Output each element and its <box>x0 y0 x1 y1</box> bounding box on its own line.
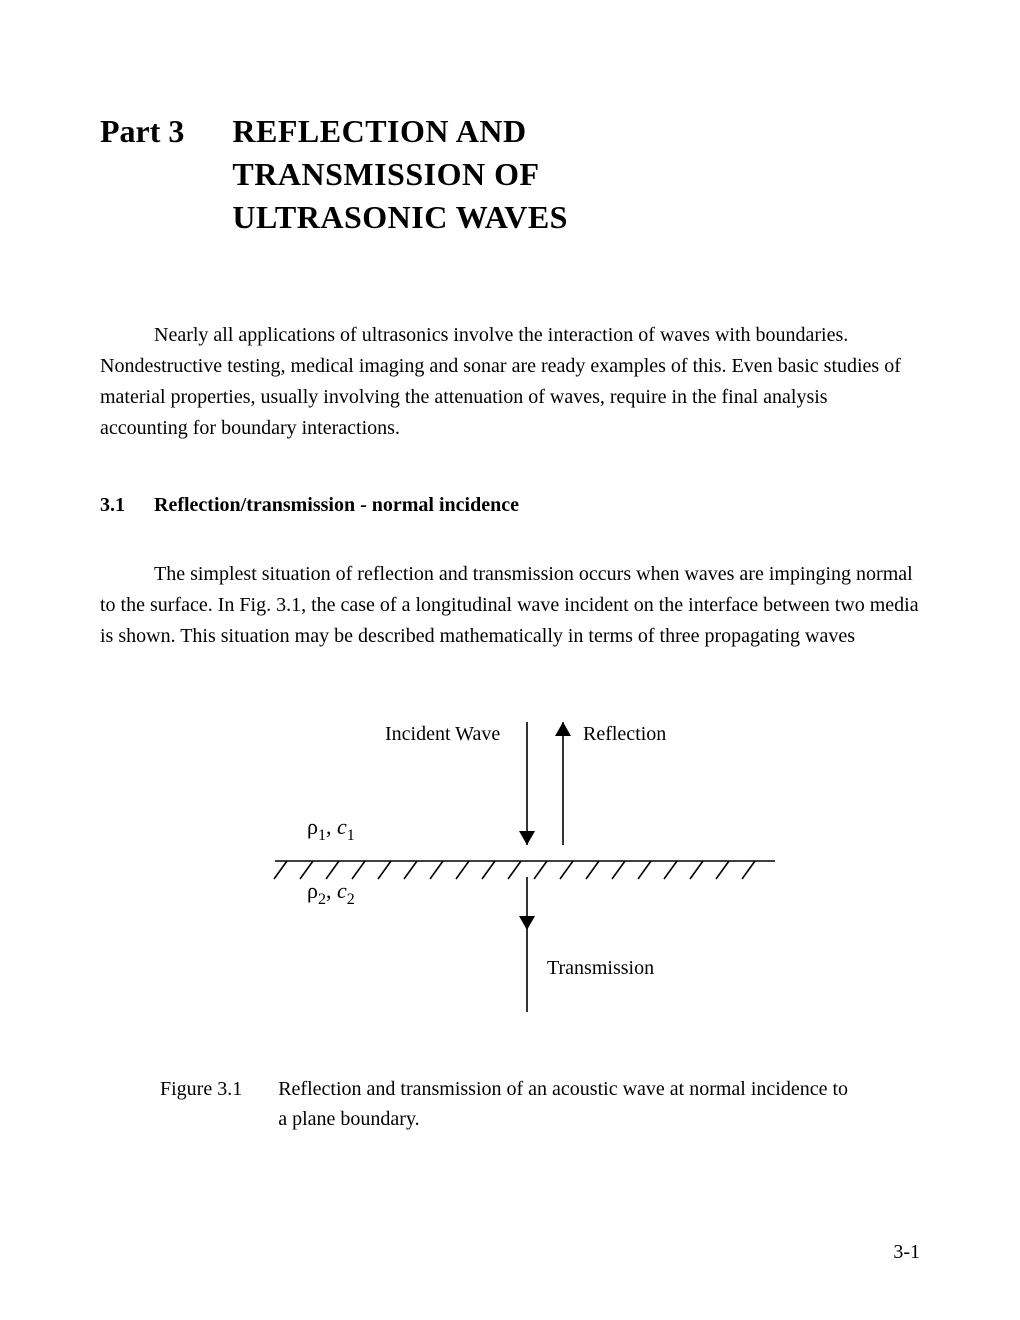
intro-paragraph: Nearly all applications of ultrasonics i… <box>100 320 920 444</box>
page-number: 3-1 <box>893 1241 920 1264</box>
section-number: 3.1 <box>100 494 154 517</box>
title-line-1: REFLECTION AND <box>232 113 526 149</box>
caption-label: Figure 3.1 <box>160 1074 278 1134</box>
caption-text: Reflection and transmission of an acoust… <box>278 1074 860 1134</box>
section-text: The simplest situation of reflection and… <box>100 563 919 647</box>
intro-text: Nearly all applications of ultrasonics i… <box>100 324 901 439</box>
figure-caption: Figure 3.1 Reflection and transmission o… <box>160 1074 860 1134</box>
figure-svg: Incident Wave Reflection Transmission ρ1, c… <box>195 702 825 1022</box>
svg-text:ρ1, c1: ρ1, c1 <box>307 814 355 844</box>
title-main: REFLECTION AND TRANSMISSION OF ULTRASONI… <box>232 110 568 240</box>
svg-text:ρ2, c2: ρ2, c2 <box>307 878 355 908</box>
chapter-title: Part 3 REFLECTION AND TRANSMISSION OF UL… <box>100 110 920 240</box>
section-heading: 3.1Reflection/transmission - normal inci… <box>100 494 920 517</box>
svg-text:Transmission: Transmission <box>547 957 654 979</box>
svg-text:Incident Wave: Incident Wave <box>385 723 500 745</box>
section-paragraph: The simplest situation of reflection and… <box>100 559 920 652</box>
section-title: Reflection/transmission - normal inciden… <box>154 494 519 516</box>
title-line-3: ULTRASONIC WAVES <box>232 199 568 235</box>
figure-3-1: Incident Wave Reflection Transmission ρ1, c… <box>195 702 825 1022</box>
title-part-label: Part 3 <box>100 110 232 153</box>
svg-text:Reflection: Reflection <box>583 723 666 745</box>
title-line-2: TRANSMISSION OF <box>232 156 539 192</box>
